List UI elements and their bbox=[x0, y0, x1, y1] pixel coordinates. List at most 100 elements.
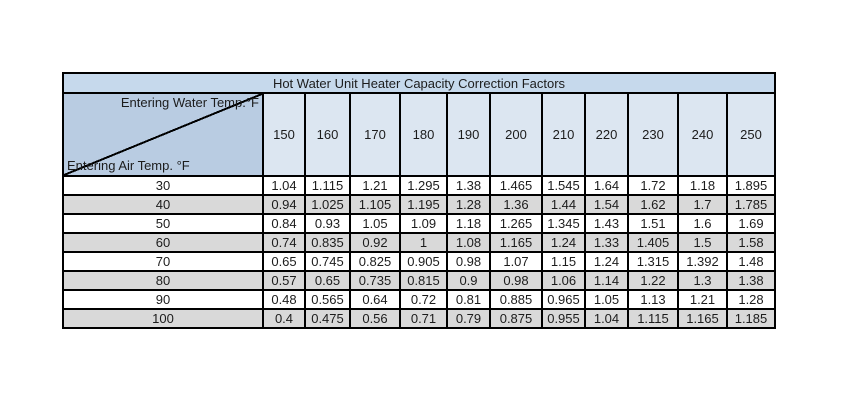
capacity-correction-table: Hot Water Unit Heater Capacity Correctio… bbox=[62, 72, 776, 329]
correction-factor-cell: 1.28 bbox=[726, 289, 776, 310]
water-temp-header: 170 bbox=[349, 92, 401, 177]
table-row: 100 0.4 0.475 0.56 0.71 0.79 0.875 0.955 1.04 1.1… bbox=[62, 308, 776, 329]
table-row: 50 0.84 0.93 1.05 1.09 1.18 1.265 1.345 1.43 1.51… bbox=[62, 213, 776, 234]
water-temp-header: 210 bbox=[541, 92, 586, 177]
correction-factor-cell: 0.745 bbox=[304, 251, 351, 272]
correction-factors-table: Hot Water Unit Heater Capacity Correctio… bbox=[62, 72, 776, 329]
correction-factor-cell: 1.58 bbox=[726, 232, 776, 253]
correction-factor-cell: 1.62 bbox=[627, 194, 679, 215]
correction-factor-cell: 0.4 bbox=[262, 308, 306, 329]
correction-factor-cell: 0.98 bbox=[446, 251, 491, 272]
correction-factor-cell: 1 bbox=[399, 232, 448, 253]
correction-factor-cell: 0.72 bbox=[399, 289, 448, 310]
table-row: 30 1.04 1.115 1.21 1.295 1.38 1.465 1.545 1.64 1.… bbox=[62, 175, 776, 196]
correction-factor-cell: 1.05 bbox=[584, 289, 629, 310]
correction-factor-cell: 1.36 bbox=[489, 194, 543, 215]
table-row: 90 0.48 0.565 0.64 0.72 0.81 0.885 0.965 1.05 1.1… bbox=[62, 289, 776, 310]
correction-factor-cell: 1.21 bbox=[677, 289, 728, 310]
correction-factor-cell: 1.105 bbox=[349, 194, 401, 215]
correction-factor-cell: 0.57 bbox=[262, 270, 306, 291]
correction-factor-cell: 0.98 bbox=[489, 270, 543, 291]
correction-factor-cell: 1.54 bbox=[584, 194, 629, 215]
correction-factor-cell: 1.785 bbox=[726, 194, 776, 215]
water-temp-header: 190 bbox=[446, 92, 491, 177]
correction-factor-cell: 0.965 bbox=[541, 289, 586, 310]
correction-factor-cell: 1.315 bbox=[627, 251, 679, 272]
correction-factor-cell: 0.905 bbox=[399, 251, 448, 272]
air-temp-cell: 50 bbox=[62, 213, 264, 234]
correction-factor-cell: 1.7 bbox=[677, 194, 728, 215]
correction-factor-cell: 0.56 bbox=[349, 308, 401, 329]
correction-factor-cell: 1.06 bbox=[541, 270, 586, 291]
correction-factor-cell: 1.15 bbox=[541, 251, 586, 272]
correction-factor-cell: 0.9 bbox=[446, 270, 491, 291]
correction-factor-cell: 1.24 bbox=[584, 251, 629, 272]
water-temp-header: 220 bbox=[584, 92, 629, 177]
water-temp-header: 200 bbox=[489, 92, 543, 177]
air-temp-axis-label: Entering Air Temp. °F bbox=[67, 158, 190, 173]
correction-factor-cell: 0.825 bbox=[349, 251, 401, 272]
correction-factor-cell: 1.48 bbox=[726, 251, 776, 272]
correction-factor-cell: 1.64 bbox=[584, 175, 629, 196]
correction-factor-cell: 1.295 bbox=[399, 175, 448, 196]
table-row: 60 0.74 0.835 0.92 1 1.08 1.165 1.24 1.33 1.405 1.… bbox=[62, 232, 776, 253]
correction-factor-cell: 0.92 bbox=[349, 232, 401, 253]
correction-factor-cell: 0.565 bbox=[304, 289, 351, 310]
correction-factor-cell: 1.43 bbox=[584, 213, 629, 234]
correction-factor-cell: 1.28 bbox=[446, 194, 491, 215]
correction-factor-cell: 0.65 bbox=[262, 251, 306, 272]
correction-factor-cell: 1.5 bbox=[677, 232, 728, 253]
correction-factor-cell: 1.115 bbox=[304, 175, 351, 196]
correction-factor-cell: 1.38 bbox=[726, 270, 776, 291]
table-title: Hot Water Unit Heater Capacity Correctio… bbox=[62, 72, 776, 94]
title-row: Hot Water Unit Heater Capacity Correctio… bbox=[62, 72, 776, 94]
correction-factor-cell: 0.475 bbox=[304, 308, 351, 329]
correction-factor-cell: 0.835 bbox=[304, 232, 351, 253]
correction-factor-cell: 0.71 bbox=[399, 308, 448, 329]
correction-factor-cell: 1.24 bbox=[541, 232, 586, 253]
correction-factor-cell: 1.025 bbox=[304, 194, 351, 215]
correction-factor-cell: 1.895 bbox=[726, 175, 776, 196]
correction-factor-cell: 1.72 bbox=[627, 175, 679, 196]
correction-factor-cell: 0.79 bbox=[446, 308, 491, 329]
table-row: 70 0.65 0.745 0.825 0.905 0.98 1.07 1.15 1.24 1.3… bbox=[62, 251, 776, 272]
correction-factor-cell: 1.22 bbox=[627, 270, 679, 291]
correction-factor-cell: 1.04 bbox=[584, 308, 629, 329]
correction-factor-cell: 1.392 bbox=[677, 251, 728, 272]
table-row: 40 0.94 1.025 1.105 1.195 1.28 1.36 1.44 1.54 1.6… bbox=[62, 194, 776, 215]
correction-factor-cell: 1.09 bbox=[399, 213, 448, 234]
correction-factor-cell: 0.84 bbox=[262, 213, 306, 234]
correction-factor-cell: 1.6 bbox=[677, 213, 728, 234]
correction-factor-cell: 0.955 bbox=[541, 308, 586, 329]
correction-factor-cell: 1.115 bbox=[627, 308, 679, 329]
correction-factor-cell: 1.04 bbox=[262, 175, 306, 196]
correction-factor-cell: 1.3 bbox=[677, 270, 728, 291]
correction-factor-cell: 0.93 bbox=[304, 213, 351, 234]
water-temp-header: 230 bbox=[627, 92, 679, 177]
air-temp-cell: 70 bbox=[62, 251, 264, 272]
correction-factor-cell: 1.44 bbox=[541, 194, 586, 215]
air-temp-cell: 30 bbox=[62, 175, 264, 196]
correction-factor-cell: 1.18 bbox=[677, 175, 728, 196]
correction-factor-cell: 0.94 bbox=[262, 194, 306, 215]
water-temp-header: 240 bbox=[677, 92, 728, 177]
air-temp-cell: 40 bbox=[62, 194, 264, 215]
correction-factor-cell: 1.05 bbox=[349, 213, 401, 234]
correction-factor-cell: 0.875 bbox=[489, 308, 543, 329]
correction-factor-cell: 0.735 bbox=[349, 270, 401, 291]
correction-factor-cell: 1.38 bbox=[446, 175, 491, 196]
air-temp-cell: 90 bbox=[62, 289, 264, 310]
table-row: 80 0.57 0.65 0.735 0.815 0.9 0.98 1.06 1.14 1.22 1… bbox=[62, 270, 776, 291]
correction-factor-cell: 0.64 bbox=[349, 289, 401, 310]
correction-factor-cell: 1.08 bbox=[446, 232, 491, 253]
correction-factor-cell: 1.14 bbox=[584, 270, 629, 291]
correction-factor-cell: 1.265 bbox=[489, 213, 543, 234]
correction-factor-cell: 1.69 bbox=[726, 213, 776, 234]
correction-factor-cell: 1.13 bbox=[627, 289, 679, 310]
correction-factor-cell: 0.81 bbox=[446, 289, 491, 310]
correction-factor-cell: 0.74 bbox=[262, 232, 306, 253]
header-row: Entering Water Temp.°F Entering Air Temp… bbox=[62, 92, 776, 177]
correction-factor-cell: 0.65 bbox=[304, 270, 351, 291]
correction-factor-cell: 1.165 bbox=[489, 232, 543, 253]
correction-factor-cell: 1.33 bbox=[584, 232, 629, 253]
